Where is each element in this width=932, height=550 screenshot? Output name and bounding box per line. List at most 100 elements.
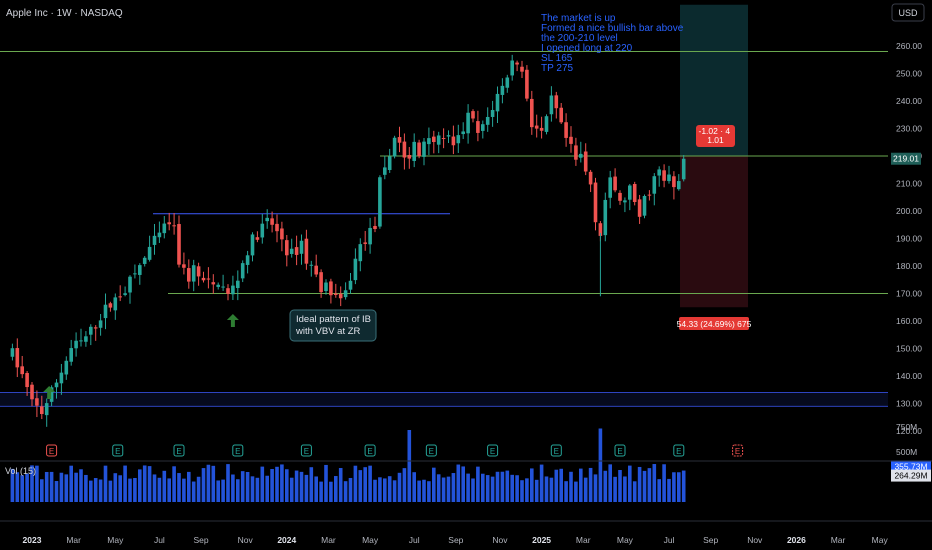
position-risk-badge[interactable]: -1.02 · 4 1.01 <box>696 125 735 147</box>
candle-body <box>20 366 24 375</box>
time-tick-label: 2025 <box>532 535 551 545</box>
candle-body <box>25 372 29 388</box>
volume-bar <box>647 468 652 502</box>
volume-bar <box>10 468 15 502</box>
candle-body <box>319 272 323 293</box>
volume-bar <box>40 479 44 502</box>
volume-bar <box>289 477 294 502</box>
volume-bar <box>539 464 544 502</box>
time-tick-label: May <box>617 535 634 545</box>
price-tick-label: 130.00 <box>896 399 922 409</box>
volume-bar <box>481 473 485 502</box>
candle-body <box>657 169 661 176</box>
volume-bar <box>667 478 671 502</box>
candle-body <box>427 138 431 145</box>
volume-bar <box>44 471 49 502</box>
candle-body <box>417 142 421 157</box>
candle-body <box>456 135 461 144</box>
candle-body <box>662 170 666 181</box>
earnings-marker[interactable]: E <box>487 444 499 457</box>
candle-body <box>608 177 612 198</box>
candle-body <box>216 284 220 287</box>
earnings-marker[interactable]: E <box>173 444 185 457</box>
volume-bar <box>211 465 216 502</box>
candle-body <box>93 327 98 329</box>
candle-body <box>667 174 671 182</box>
candle-body <box>128 276 132 293</box>
position-stop-badge[interactable]: 54.33 (24.69%) 675 <box>677 317 752 330</box>
earnings-marker[interactable]: E <box>614 444 626 457</box>
candle-body <box>133 273 137 275</box>
candle-body <box>471 111 475 119</box>
candle-body <box>113 297 118 311</box>
candle-body <box>98 320 103 328</box>
volume-bar <box>373 479 377 502</box>
pattern-callout[interactable]: Ideal pattern of IB with VBV at ZR <box>289 309 377 342</box>
volume-bar <box>358 470 363 502</box>
candle-body <box>64 360 69 375</box>
volume-bar <box>505 470 510 502</box>
candle-body <box>260 223 265 238</box>
candle-body <box>358 244 363 262</box>
signal-arrows <box>43 314 239 399</box>
earnings-marker[interactable]: E <box>300 444 312 457</box>
volume-bar <box>471 478 475 502</box>
time-tick-label: Mar <box>831 535 846 545</box>
time-tick-label: 2023 <box>23 535 42 545</box>
candle-body <box>672 176 676 188</box>
earnings-letter: E <box>735 447 740 456</box>
candle-body <box>378 177 382 227</box>
note-line: Formed a nice bullish bar above <box>541 23 684 34</box>
candle-body <box>299 240 304 254</box>
candle-body <box>89 326 93 335</box>
earnings-marker[interactable]: E <box>673 444 685 457</box>
volume-bar <box>564 481 568 502</box>
earnings-marker[interactable]: E <box>364 444 376 457</box>
earnings-marker[interactable]: E <box>46 444 58 457</box>
currency-button[interactable]: USD <box>891 3 925 22</box>
volume-bar <box>412 472 416 502</box>
volume-tick-label: 500M <box>896 447 917 457</box>
callout-line: Ideal pattern of IB <box>296 314 371 325</box>
candle-body <box>84 336 88 342</box>
earnings-letter: E <box>490 447 495 456</box>
price-axis[interactable]: 120.00 130.00 140.00 150.00 160.00 170.00 180.… <box>0 0 932 522</box>
candle-body <box>138 265 142 275</box>
candle-body <box>221 286 225 288</box>
candle-body <box>147 246 152 260</box>
volume-bar <box>397 472 402 502</box>
earnings-marker[interactable]: E <box>112 444 124 457</box>
candle-body <box>495 93 500 112</box>
volume-bar <box>500 471 505 502</box>
candle-body <box>481 124 485 131</box>
last-price-label: 219.01 <box>893 154 919 164</box>
earnings-marker[interactable]: E <box>232 444 244 457</box>
volume-bar <box>79 469 83 502</box>
earnings-marker[interactable]: E <box>425 444 437 457</box>
candle-body <box>40 406 44 415</box>
candle-body <box>59 372 64 384</box>
volume-bar <box>324 464 328 502</box>
volume-bar <box>201 468 206 502</box>
candle-body <box>441 138 446 140</box>
candle-body <box>647 194 652 196</box>
volume-bar <box>495 471 500 502</box>
volume-bar <box>525 478 529 502</box>
candle-body <box>583 151 588 172</box>
candle-body <box>387 156 392 171</box>
volume-bar <box>608 464 612 502</box>
volume-bar <box>30 465 34 502</box>
candle-body <box>618 192 622 201</box>
candle-body <box>206 278 211 280</box>
time-axis[interactable]: 2023 Mar May Jul Sep Nov 2024 Mar May Jul Sep Nov 20… <box>23 535 889 545</box>
earnings-marker[interactable]: E <box>732 444 744 457</box>
volume-bar <box>672 472 676 502</box>
volume-bar <box>133 477 137 502</box>
candle-body <box>559 107 563 123</box>
volume-bar <box>329 481 333 502</box>
volume-bar <box>98 479 103 502</box>
volume-bar <box>368 465 372 502</box>
volume-bar <box>162 470 167 502</box>
earnings-marker[interactable]: E <box>550 444 562 457</box>
